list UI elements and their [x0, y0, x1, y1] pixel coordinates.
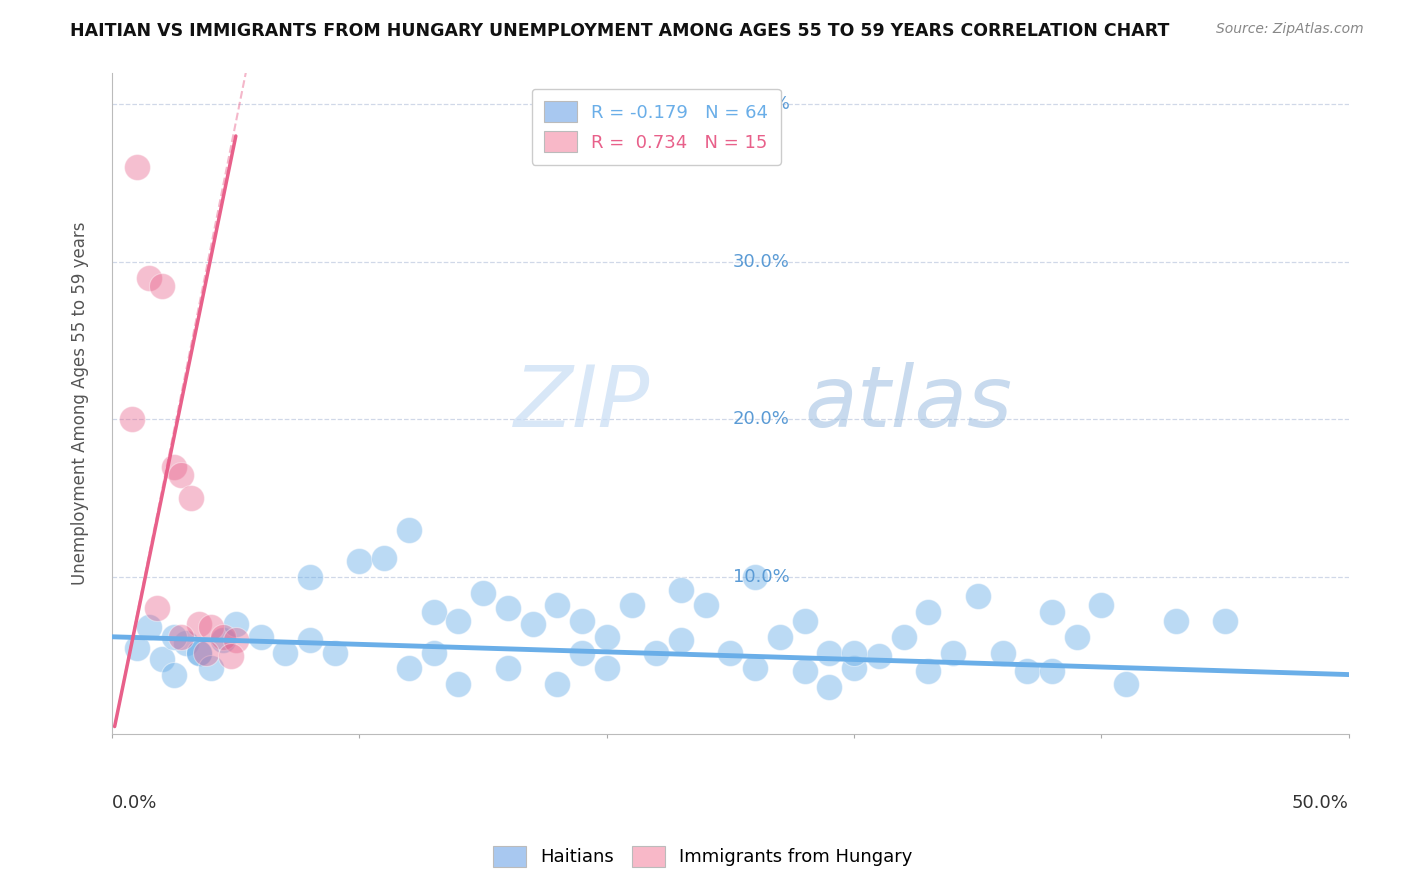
- Point: [138, 270, 160, 285]
- Point: [744, 570, 766, 584]
- Point: [170, 467, 193, 482]
- Point: [769, 630, 792, 644]
- Point: [447, 614, 470, 628]
- Point: [793, 614, 815, 628]
- Text: 30.0%: 30.0%: [733, 253, 790, 271]
- Text: atlas: atlas: [804, 362, 1012, 445]
- Point: [176, 636, 198, 650]
- Point: [669, 632, 692, 647]
- Point: [744, 661, 766, 675]
- Point: [298, 570, 321, 584]
- Y-axis label: Unemployment Among Ages 55 to 59 years: Unemployment Among Ages 55 to 59 years: [72, 222, 89, 585]
- Text: 40.0%: 40.0%: [733, 95, 790, 113]
- Point: [422, 646, 444, 660]
- Point: [546, 599, 568, 613]
- Point: [917, 665, 939, 679]
- Point: [138, 620, 160, 634]
- Point: [669, 582, 692, 597]
- Point: [793, 665, 815, 679]
- Point: [844, 661, 866, 675]
- Point: [917, 605, 939, 619]
- Point: [1164, 614, 1187, 628]
- Point: [170, 630, 193, 644]
- Point: [125, 161, 148, 175]
- Point: [298, 632, 321, 647]
- Point: [645, 646, 668, 660]
- Point: [571, 646, 593, 660]
- Point: [844, 646, 866, 660]
- Point: [1115, 677, 1137, 691]
- Point: [496, 661, 519, 675]
- Point: [1040, 665, 1063, 679]
- Point: [163, 459, 186, 474]
- Point: [1066, 630, 1088, 644]
- Point: [225, 632, 247, 647]
- Text: 50.0%: 50.0%: [1292, 794, 1348, 813]
- Point: [893, 630, 915, 644]
- Point: [187, 617, 209, 632]
- Point: [942, 646, 965, 660]
- Point: [1213, 614, 1236, 628]
- Point: [695, 599, 717, 613]
- Point: [720, 646, 742, 660]
- Point: [373, 551, 395, 566]
- Point: [1090, 599, 1112, 613]
- Text: 10.0%: 10.0%: [733, 568, 790, 586]
- Point: [200, 661, 222, 675]
- Point: [596, 630, 619, 644]
- Point: [150, 652, 173, 666]
- Point: [163, 667, 186, 681]
- Point: [212, 630, 235, 644]
- Point: [496, 601, 519, 615]
- Point: [398, 661, 420, 675]
- Point: [596, 661, 619, 675]
- Point: [125, 640, 148, 655]
- Point: [187, 646, 209, 660]
- Point: [966, 589, 988, 603]
- Point: [991, 646, 1014, 660]
- Point: [522, 617, 544, 632]
- Point: [163, 630, 186, 644]
- Point: [571, 614, 593, 628]
- Point: [818, 680, 841, 694]
- Text: 0.0%: 0.0%: [112, 794, 157, 813]
- Point: [274, 646, 297, 660]
- Point: [422, 605, 444, 619]
- Point: [349, 554, 371, 568]
- Text: HAITIAN VS IMMIGRANTS FROM HUNGARY UNEMPLOYMENT AMONG AGES 55 TO 59 YEARS CORREL: HAITIAN VS IMMIGRANTS FROM HUNGARY UNEMP…: [70, 22, 1170, 40]
- Legend: R = -0.179   N = 64, R =  0.734   N = 15: R = -0.179 N = 64, R = 0.734 N = 15: [531, 88, 780, 165]
- Point: [180, 491, 202, 506]
- Legend: Haitians, Immigrants from Hungary: Haitians, Immigrants from Hungary: [486, 838, 920, 874]
- Point: [150, 278, 173, 293]
- Point: [447, 677, 470, 691]
- Point: [212, 632, 235, 647]
- Point: [868, 648, 890, 663]
- Point: [620, 599, 643, 613]
- Point: [145, 601, 167, 615]
- Point: [818, 646, 841, 660]
- Point: [121, 412, 143, 426]
- Point: [1017, 665, 1039, 679]
- Point: [546, 677, 568, 691]
- Text: Source: ZipAtlas.com: Source: ZipAtlas.com: [1216, 22, 1364, 37]
- Point: [323, 646, 346, 660]
- Point: [398, 523, 420, 537]
- Text: ZIP: ZIP: [513, 362, 650, 445]
- Point: [195, 646, 218, 660]
- Point: [249, 630, 271, 644]
- Point: [225, 617, 247, 632]
- Point: [219, 648, 242, 663]
- Point: [1040, 605, 1063, 619]
- Point: [187, 646, 209, 660]
- Point: [200, 620, 222, 634]
- Point: [472, 585, 495, 599]
- Text: 20.0%: 20.0%: [733, 410, 790, 428]
